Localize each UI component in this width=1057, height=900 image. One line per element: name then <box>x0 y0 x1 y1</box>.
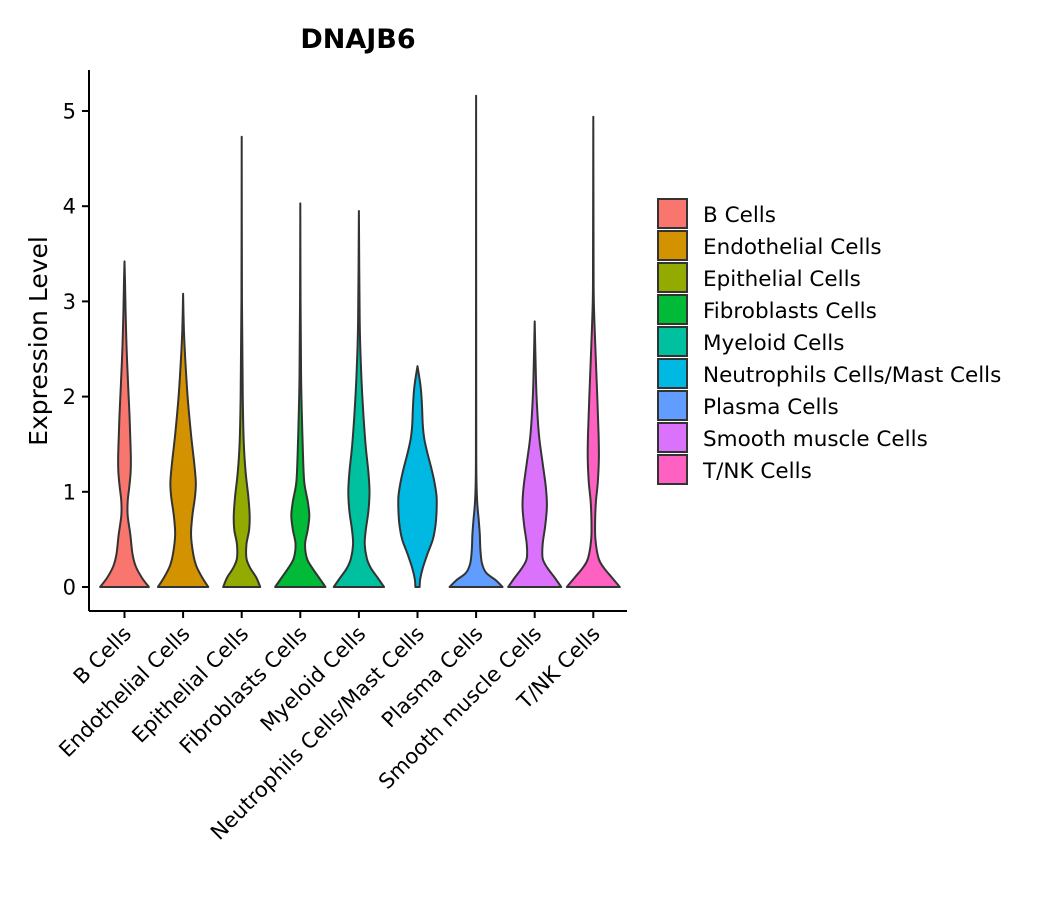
violin-7 <box>507 320 563 588</box>
violin-3 <box>274 202 327 588</box>
legend-label: Fibroblasts Cells <box>703 299 877 324</box>
legend-swatch <box>657 422 688 453</box>
legend-label: Smooth muscle Cells <box>703 427 928 452</box>
legend-label: Plasma Cells <box>703 395 839 420</box>
y-tick-label: 2 <box>63 385 76 409</box>
legend-swatch <box>657 262 688 293</box>
legend-label: Epithelial Cells <box>703 267 861 292</box>
legend-swatch <box>657 326 688 357</box>
legend-swatch <box>657 294 688 325</box>
violin-8 <box>565 115 621 588</box>
legend-label: B Cells <box>703 203 776 228</box>
legend-swatch <box>657 358 688 389</box>
legend-swatch <box>657 230 688 261</box>
legend-label: Neutrophils Cells/Mast Cells <box>703 363 1001 388</box>
violin-6 <box>448 94 504 588</box>
legend-swatch <box>657 454 688 485</box>
x-tick-label: Neutrophils Cells/Mast Cells <box>206 622 429 845</box>
legend-swatch <box>657 198 688 229</box>
y-axis-title: Expression Level <box>24 236 53 446</box>
violin-5 <box>397 365 438 588</box>
violin-4 <box>332 209 386 588</box>
y-tick-label: 3 <box>63 290 76 314</box>
legend: B Cells Endothelial Cells Epithelial Cells… <box>657 198 1001 485</box>
legend-swatch <box>657 390 688 421</box>
legend-label: T/NK Cells <box>702 459 812 484</box>
x-tick-label: Myeloid Cells <box>256 622 371 737</box>
violin-1 <box>156 292 210 588</box>
y-tick-label: 1 <box>63 480 76 504</box>
violin-2 <box>222 135 262 588</box>
y-tick-label: 0 <box>63 576 76 600</box>
legend-label: Myeloid Cells <box>703 331 844 356</box>
y-tick-label: 4 <box>63 195 76 219</box>
x-tick-label: Plasma Cells <box>377 622 488 733</box>
chart-title: DNAJB6 <box>300 24 415 55</box>
violin-0 <box>99 260 150 588</box>
violin-layer <box>99 94 621 588</box>
legend-label: Endothelial Cells <box>703 235 882 260</box>
y-tick-label: 5 <box>63 100 76 124</box>
